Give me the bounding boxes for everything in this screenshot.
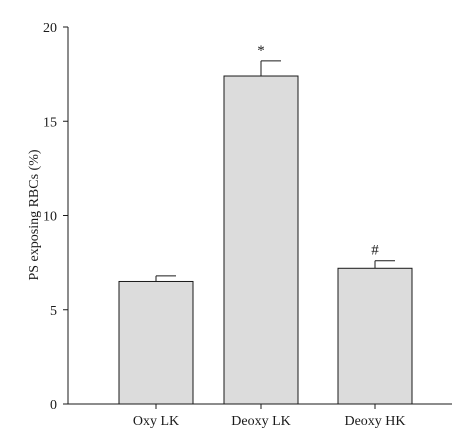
y-tick-label: 10 xyxy=(43,210,57,225)
bar xyxy=(118,280,194,405)
y-tick-label: 20 xyxy=(43,21,57,36)
y-tick-label: 0 xyxy=(50,398,57,413)
y-axis-title: PS exposing RBCs (%) xyxy=(27,149,42,280)
bars xyxy=(118,60,413,405)
y-tick-label: 15 xyxy=(43,115,57,130)
significance-marker: # xyxy=(371,243,379,259)
y-tick-label: 5 xyxy=(50,304,57,319)
x-category-label: Deoxy LK xyxy=(231,414,291,429)
x-category-label: Deoxy HK xyxy=(344,414,405,429)
x-category-label: Oxy LK xyxy=(133,414,179,429)
significance-marker: * xyxy=(257,43,265,59)
labels: 0 5 10 15 20 Oxy LK * Deoxy LK # Deoxy HK xyxy=(43,21,406,429)
bar xyxy=(337,267,413,405)
bar xyxy=(223,75,299,405)
